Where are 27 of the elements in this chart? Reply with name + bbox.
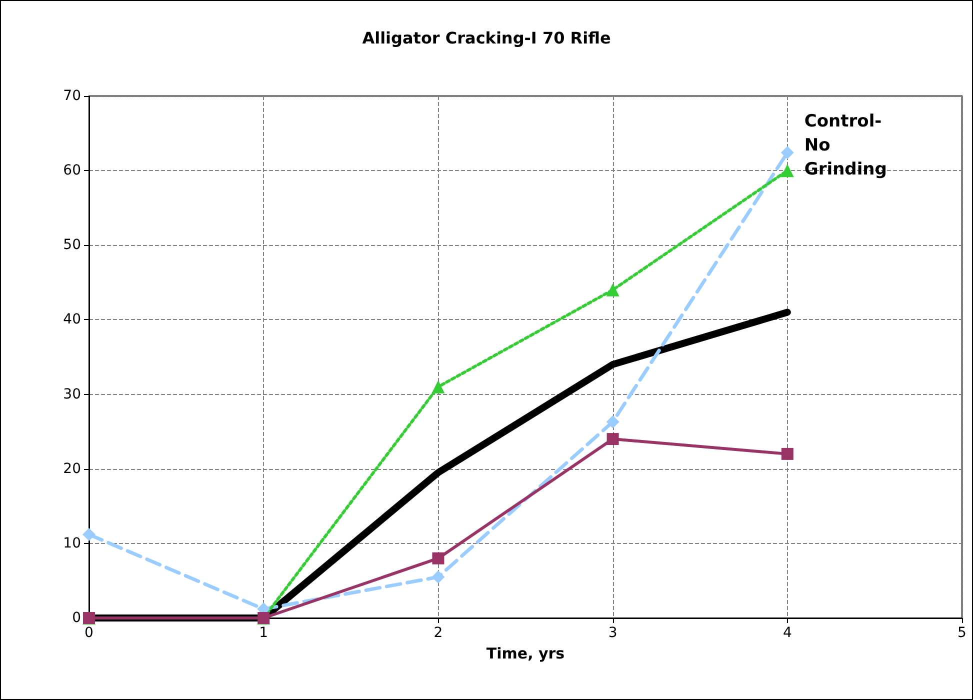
point	[606, 433, 619, 446]
point	[780, 146, 794, 160]
point	[606, 283, 620, 296]
x-tick-label: 1	[259, 625, 268, 641]
annotation: Control- No Grinding	[804, 112, 887, 180]
point	[432, 570, 445, 584]
point	[606, 415, 620, 428]
y-tick-label: 70	[63, 88, 81, 104]
x-tick-label: 5	[958, 625, 966, 641]
x-tick-label: 3	[608, 625, 618, 641]
y-tick-label: 20	[63, 460, 81, 477]
point	[432, 552, 444, 564]
y-tick-label: 40	[63, 312, 81, 328]
x-tick-label: 0	[84, 625, 94, 641]
point	[82, 528, 96, 541]
point	[781, 448, 794, 460]
y-tick-label: 0	[72, 610, 81, 626]
point	[432, 380, 445, 394]
y-tick-label: 60	[63, 162, 81, 179]
x-tick-label: 2	[434, 625, 443, 641]
chart-title: Alligator Cracking-I 70 Rifle	[362, 28, 611, 48]
y-tick-label: 30	[63, 386, 81, 402]
point	[780, 164, 794, 178]
x-tick-label: 4	[782, 625, 792, 641]
x-axis-title: Time, yrs	[486, 644, 565, 662]
y-tick-label: 50	[63, 237, 81, 254]
y-tick-label: 10	[63, 535, 81, 552]
